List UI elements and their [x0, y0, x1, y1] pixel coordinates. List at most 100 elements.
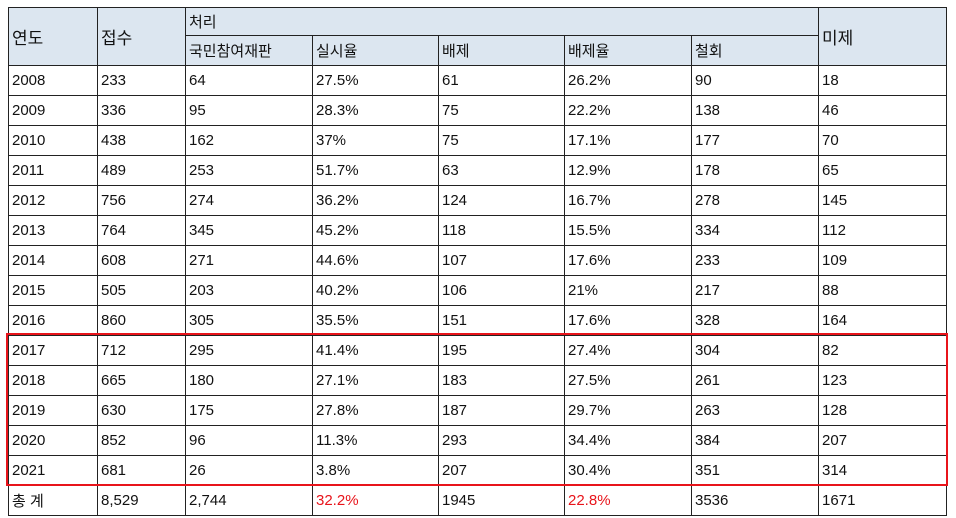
cell-received: 233	[97, 65, 186, 96]
cell-trials: 96	[185, 425, 313, 456]
cell-excluded: 207	[438, 455, 565, 486]
cell-trials: 345	[185, 215, 313, 246]
cell-received: 505	[97, 275, 186, 306]
cell-year: 2019	[8, 395, 98, 426]
cell-received: 860	[97, 305, 186, 336]
cell-trials: 203	[185, 275, 313, 306]
cell-year: 2015	[8, 275, 98, 306]
cell-trials: 271	[185, 245, 313, 276]
cell-received: 764	[97, 215, 186, 246]
cell-exclusion-rate: 17.6%	[564, 245, 692, 276]
cell-year: 2014	[8, 245, 98, 276]
cell-withdrawn: 334	[690, 215, 820, 246]
cell-rate: 11.3%	[312, 425, 439, 456]
cell-rate: 27.1%	[312, 365, 439, 396]
cell-pending: 145	[818, 185, 948, 216]
table-row: 2017 712 295 41.4% 195 27.4% 304 82	[8, 335, 948, 366]
cell-withdrawn: 304	[690, 335, 820, 366]
cell-withdrawn: 278	[690, 185, 820, 216]
cell-received: 608	[97, 245, 186, 276]
cell-trials: 175	[185, 395, 313, 426]
cell-trials: 274	[185, 185, 313, 216]
cell-exclusion-rate: 29.7%	[564, 395, 692, 426]
total-year: 총 계	[8, 485, 98, 516]
cell-withdrawn: 138	[690, 95, 820, 126]
total-withdrawn: 3536	[690, 485, 820, 516]
cell-exclusion-rate: 27.5%	[564, 365, 692, 396]
cell-excluded: 183	[438, 365, 565, 396]
cell-excluded: 75	[438, 95, 565, 126]
header-withdrawn: 철회	[690, 35, 820, 66]
cell-exclusion-rate: 26.2%	[564, 65, 692, 96]
cell-excluded: 293	[438, 425, 565, 456]
cell-exclusion-rate: 30.4%	[564, 455, 692, 486]
cell-excluded: 195	[438, 335, 565, 366]
table-row: 2008 233 64 27.5% 61 26.2% 90 18	[8, 65, 948, 96]
cell-withdrawn: 178	[690, 155, 820, 186]
cell-withdrawn: 233	[690, 245, 820, 276]
cell-year: 2013	[8, 215, 98, 246]
cell-year: 2017	[8, 335, 98, 366]
table-row: 2011 489 253 51.7% 63 12.9% 178 65	[8, 155, 948, 186]
cell-excluded: 118	[438, 215, 565, 246]
cell-rate: 40.2%	[312, 275, 439, 306]
header-pending: 미제	[818, 7, 948, 66]
total-exclusion-rate: 22.8%	[564, 485, 692, 516]
cell-excluded: 75	[438, 125, 565, 156]
total-received: 8,529	[97, 485, 186, 516]
header-received: 접수	[97, 7, 186, 66]
cell-rate: 45.2%	[312, 215, 439, 246]
cell-received: 852	[97, 425, 186, 456]
cell-withdrawn: 384	[690, 425, 820, 456]
cell-rate: 36.2%	[312, 185, 439, 216]
table-row: 2021 681 26 3.8% 207 30.4% 351 314	[8, 455, 948, 486]
cell-exclusion-rate: 34.4%	[564, 425, 692, 456]
cell-trials: 26	[185, 455, 313, 486]
cell-rate: 28.3%	[312, 95, 439, 126]
table-row: 2010 438 162 37% 75 17.1% 177 70	[8, 125, 948, 156]
cell-received: 712	[97, 335, 186, 366]
cell-withdrawn: 328	[690, 305, 820, 336]
total-row: 총 계 8,529 2,744 32.2% 1945 22.8% 3536 1671	[8, 485, 948, 516]
cell-pending: 109	[818, 245, 948, 276]
cell-received: 630	[97, 395, 186, 426]
cell-exclusion-rate: 15.5%	[564, 215, 692, 246]
total-pending: 1671	[818, 485, 948, 516]
header-processed: 처리	[184, 7, 820, 36]
cell-pending: 18	[818, 65, 948, 96]
cell-excluded: 106	[438, 275, 565, 306]
cell-exclusion-rate: 21%	[564, 275, 692, 306]
cell-pending: 314	[818, 455, 948, 486]
cell-rate: 51.7%	[312, 155, 439, 186]
table-row: 2020 852 96 11.3% 293 34.4% 384 207	[8, 425, 948, 456]
cell-excluded: 63	[438, 155, 565, 186]
cell-trials: 95	[185, 95, 313, 126]
cell-pending: 128	[818, 395, 948, 426]
cell-year: 2008	[8, 65, 98, 96]
cell-year: 2012	[8, 185, 98, 216]
cell-year: 2020	[8, 425, 98, 456]
cell-excluded: 124	[438, 185, 565, 216]
cell-rate: 37%	[312, 125, 439, 156]
cell-excluded: 187	[438, 395, 565, 426]
cell-received: 489	[97, 155, 186, 186]
cell-withdrawn: 263	[690, 395, 820, 426]
cell-received: 438	[97, 125, 186, 156]
header-trials: 국민참여재판	[185, 35, 313, 66]
cell-exclusion-rate: 22.2%	[564, 95, 692, 126]
cell-excluded: 107	[438, 245, 565, 276]
cell-exclusion-rate: 27.4%	[564, 335, 692, 366]
cell-year: 2011	[8, 155, 98, 186]
cell-excluded: 151	[438, 305, 565, 336]
header-excluded: 배제	[438, 35, 565, 66]
cell-year: 2016	[8, 305, 98, 336]
cell-year: 2009	[8, 95, 98, 126]
cell-withdrawn: 217	[690, 275, 820, 306]
cell-trials: 180	[185, 365, 313, 396]
table-row: 2012 756 274 36.2% 124 16.7% 278 145	[8, 185, 948, 216]
cell-exclusion-rate: 17.6%	[564, 305, 692, 336]
cell-rate: 3.8%	[312, 455, 439, 486]
cell-pending: 164	[818, 305, 948, 336]
header-rate: 실시율	[312, 35, 439, 66]
table-row: 2018 665 180 27.1% 183 27.5% 261 123	[8, 365, 948, 396]
